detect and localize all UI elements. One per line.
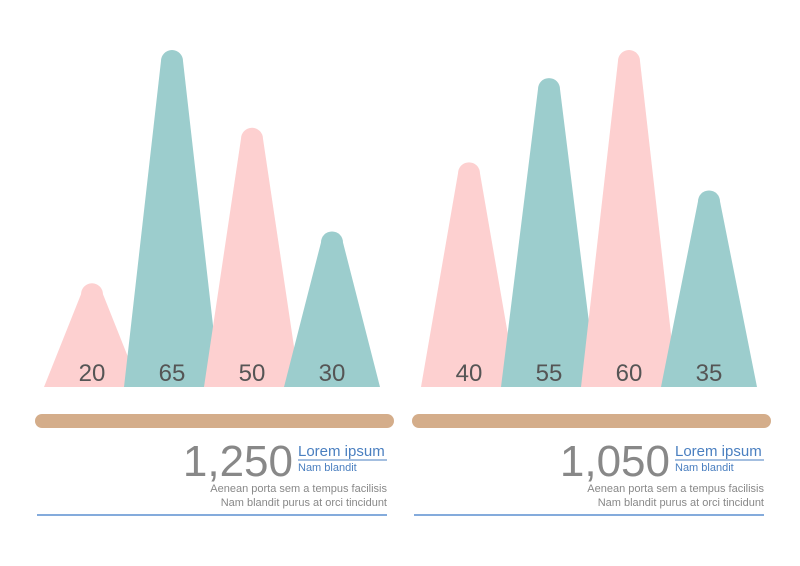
description: Aenean porta sem a tempus facilisis: [587, 483, 764, 495]
peak: [124, 50, 220, 387]
link-text: Lorem ipsum: [298, 443, 385, 460]
headline: 1,250: [183, 437, 293, 486]
value-label: 55: [536, 360, 563, 387]
subtitle: Nam blandit: [298, 462, 357, 474]
link-text: Lorem ipsum: [675, 443, 762, 460]
peak: [501, 78, 597, 387]
value-label: 30: [319, 360, 346, 387]
description: Nam blandit purus at orci tincidunt: [598, 497, 764, 509]
peak: [44, 283, 140, 387]
peak: [661, 190, 757, 387]
peak: [204, 127, 300, 387]
value-label: 40: [456, 360, 483, 387]
description: Nam blandit purus at orci tincidunt: [221, 497, 387, 509]
peak: [421, 162, 517, 387]
value-label: 20: [79, 360, 106, 387]
value-label: 65: [159, 360, 186, 387]
peak: [284, 231, 380, 387]
value-label: 35: [696, 360, 723, 387]
peak: [581, 50, 677, 387]
value-label: 60: [616, 360, 643, 387]
headline: 1,050: [560, 437, 670, 486]
value-label: 50: [239, 360, 266, 387]
description: Aenean porta sem a tempus facilisis: [210, 483, 387, 495]
subtitle: Nam blandit: [675, 462, 734, 474]
